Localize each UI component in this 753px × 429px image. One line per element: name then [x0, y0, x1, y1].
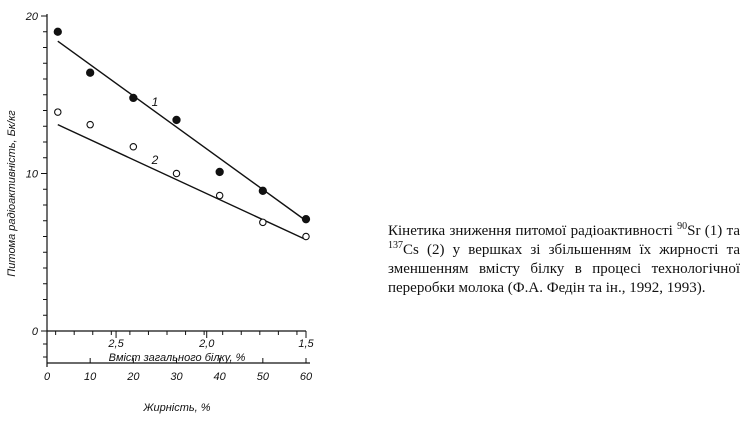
y-tick-label: 0 [32, 326, 39, 338]
data-point-2 [215, 191, 224, 200]
fat-tick-label: 60 [300, 371, 313, 383]
fat-tick-label: 10 [84, 371, 97, 383]
y-axis-ticks: 0 10 20 [25, 11, 47, 358]
y-axis-title: Питома радіоактивність, Бк/кг [6, 110, 18, 277]
caption-superscript-cs: 137 [388, 240, 403, 251]
caption-text-3: Cs (2) у вершках зі збільшенням їх жирно… [388, 242, 740, 296]
data-point-2 [129, 142, 138, 151]
data-point-2 [172, 169, 181, 178]
data-point-1 [53, 27, 62, 36]
protein-tick-label: 2,0 [198, 338, 215, 350]
series-layer: 12 [53, 27, 311, 241]
fat-tick-label: 0 [44, 371, 51, 383]
data-point-2 [54, 108, 62, 116]
fat-tick-label: 40 [214, 371, 227, 383]
data-point-2 [86, 120, 94, 129]
protein-axis-ticks: 2,5 2,0 1,5 [55, 331, 315, 350]
y-tick-label: 20 [25, 11, 39, 23]
caption-superscript-sr: 90 [677, 221, 688, 232]
data-point-1 [215, 167, 224, 177]
fat-axis-title: Жирність, % [142, 402, 210, 414]
protein-tick-label: 1,5 [298, 338, 314, 350]
protein-axis-title: Вміст загального білку, % [109, 352, 246, 364]
data-point-1 [86, 68, 95, 77]
data-point-1 [258, 186, 267, 195]
data-point-2 [302, 232, 310, 241]
series-1: 1 [53, 27, 311, 224]
data-point-1 [129, 93, 138, 103]
fat-tick-label: 50 [257, 371, 270, 383]
fat-tick-label: 20 [126, 371, 140, 383]
data-point-1 [172, 115, 181, 125]
y-tick-label: 10 [26, 169, 39, 181]
data-point-2 [259, 218, 267, 227]
figure-caption: Кінетика зниження питомої радіоактивност… [388, 222, 740, 298]
caption-text-1: Кінетика зниження питомої радіоактивност… [388, 223, 678, 239]
plot-frame [46, 14, 310, 367]
fat-axis-ticks: 0 10 20 30 40 50 60 [44, 358, 313, 383]
series-2: 2 [54, 108, 310, 241]
data-point-1 [301, 215, 311, 224]
protein-tick-label: 2,5 [107, 338, 124, 350]
series-label-1: 1 [152, 95, 159, 109]
caption-text-2: Sr (1) та [687, 223, 740, 239]
fat-tick-label: 30 [170, 371, 183, 383]
fit-line-2 [57, 124, 307, 241]
fit-line-1 [57, 40, 307, 222]
series-label-2: 2 [151, 153, 159, 167]
